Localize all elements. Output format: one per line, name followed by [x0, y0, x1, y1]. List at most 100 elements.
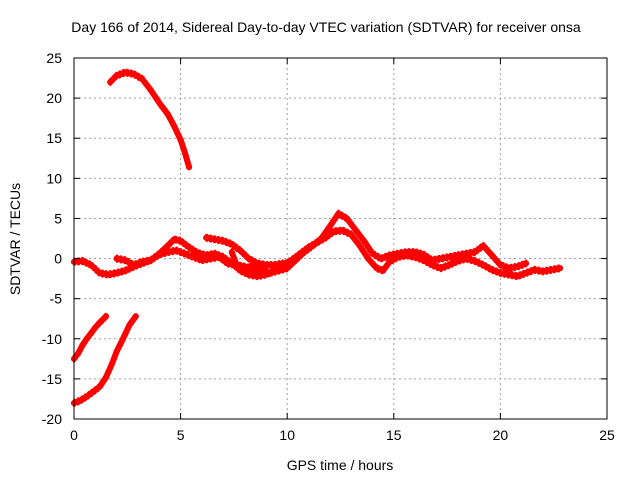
data-point — [514, 263, 521, 270]
data-point — [403, 249, 410, 256]
data-point — [254, 273, 261, 280]
series-arc-2 — [71, 312, 109, 363]
data-point — [156, 99, 163, 106]
plot-frame — [73, 57, 608, 420]
data-point — [339, 227, 346, 234]
series-line-jitter — [73, 226, 562, 275]
data-point — [343, 215, 350, 222]
data-point — [386, 252, 393, 259]
data-point — [164, 242, 171, 249]
data-point — [186, 244, 193, 251]
data-point — [471, 258, 478, 264]
data-point — [79, 342, 86, 349]
series-line-jitter — [109, 74, 191, 172]
data-point — [83, 335, 90, 342]
data-point — [126, 322, 133, 329]
series-arc-7 — [228, 248, 269, 276]
data-point — [245, 263, 252, 270]
data-point — [523, 270, 529, 276]
data-point — [120, 335, 126, 342]
data-point — [275, 267, 282, 274]
data-point — [83, 393, 90, 400]
grid-layer — [74, 58, 607, 419]
data-point — [181, 250, 188, 257]
data-point — [139, 75, 146, 82]
series-layer — [71, 68, 564, 407]
data-point — [181, 149, 188, 156]
data-point — [122, 257, 129, 264]
data-point — [369, 250, 376, 257]
series-arc-3 — [71, 312, 139, 407]
data-point — [420, 251, 427, 258]
data-point — [446, 254, 453, 260]
data-point — [471, 249, 478, 256]
data-point — [373, 265, 380, 272]
y-tick-label: 25 — [46, 50, 62, 66]
data-point — [365, 255, 372, 262]
x-tick-label: 25 — [599, 427, 615, 443]
data-point — [173, 247, 180, 254]
data-point — [437, 255, 444, 262]
data-point — [113, 270, 120, 276]
data-point — [88, 330, 95, 337]
data-point — [105, 271, 112, 278]
x-tick-label: 10 — [279, 427, 295, 443]
data-point — [454, 252, 461, 259]
data-point — [352, 226, 359, 233]
data-point — [548, 266, 555, 273]
data-point — [245, 255, 252, 262]
data-point — [380, 267, 387, 274]
data-point — [245, 271, 252, 278]
series-line-jitter — [115, 215, 527, 277]
data-point — [523, 260, 529, 267]
series-line — [203, 234, 286, 268]
data-point — [122, 267, 129, 274]
data-point — [130, 71, 137, 77]
data-point — [395, 250, 402, 257]
x-tick-label: 20 — [493, 427, 509, 443]
data-point — [132, 313, 139, 320]
chart-title: Day 166 of 2014, Sidereal Day-to-day VTE… — [71, 19, 581, 35]
series-arc-1 — [107, 68, 193, 172]
y-tick-label: -5 — [50, 291, 63, 307]
data-point — [335, 210, 342, 217]
data-point — [228, 249, 235, 256]
y-tick-label: 0 — [54, 251, 62, 267]
data-point — [480, 242, 487, 249]
data-point — [103, 313, 109, 320]
data-point — [147, 87, 154, 94]
data-point — [446, 262, 453, 268]
data-point — [557, 265, 564, 272]
data-point — [378, 255, 384, 262]
data-point — [220, 237, 227, 244]
series-line-jitter — [109, 68, 191, 166]
data-point — [301, 249, 308, 256]
data-point — [203, 234, 210, 241]
data-point — [79, 258, 86, 264]
data-point — [437, 265, 444, 272]
data-point — [164, 249, 171, 256]
x-tick-label: 5 — [177, 427, 185, 443]
series-line-jitter — [205, 239, 284, 269]
data-point — [480, 262, 487, 268]
data-point — [107, 79, 114, 86]
series-line-jitter — [73, 232, 562, 281]
data-point — [177, 237, 184, 244]
data-point — [147, 257, 154, 264]
data-point — [207, 255, 214, 262]
data-point — [429, 257, 436, 264]
y-tick-label: 20 — [46, 90, 62, 106]
data-point — [103, 374, 109, 381]
data-point — [177, 136, 184, 143]
data-point — [77, 397, 84, 404]
data-point — [88, 262, 95, 268]
data-point — [262, 262, 269, 268]
data-point — [164, 111, 171, 118]
y-tick-label: -20 — [42, 411, 62, 427]
data-point — [505, 271, 512, 278]
series-line-jitter — [205, 233, 284, 263]
data-point — [241, 268, 248, 275]
data-point — [331, 228, 338, 235]
data-point — [92, 324, 99, 331]
data-point — [96, 270, 103, 276]
